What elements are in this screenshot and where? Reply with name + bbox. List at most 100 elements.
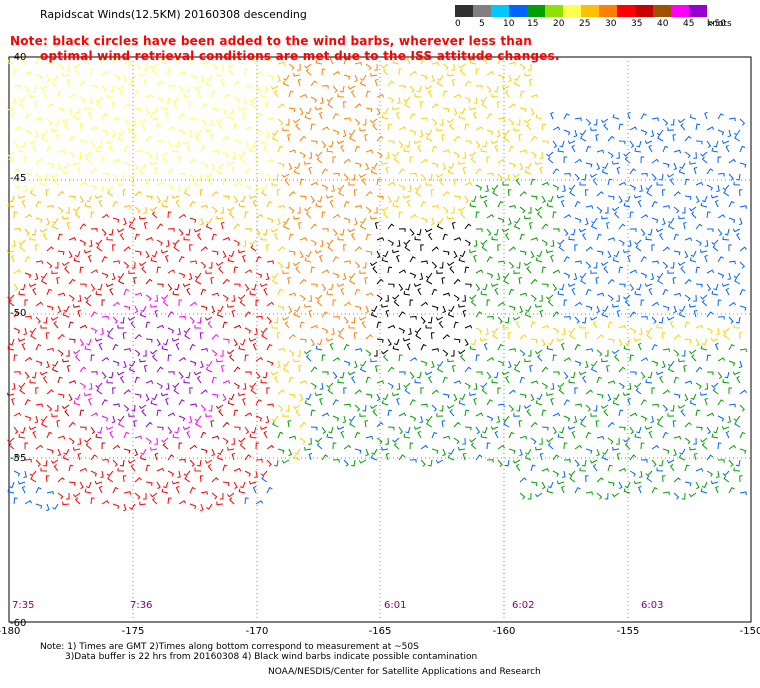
wind-barb xyxy=(57,250,65,255)
wind-barb xyxy=(470,442,477,450)
wind-barb xyxy=(662,261,669,269)
wind-barb xyxy=(101,442,106,450)
wind-barb xyxy=(627,397,631,406)
wind-barb xyxy=(57,149,66,153)
wind-barb xyxy=(255,70,264,76)
wind-barb xyxy=(684,481,692,487)
wind-barb xyxy=(9,338,15,346)
wind-barb xyxy=(728,117,736,122)
wind-barb xyxy=(79,239,86,246)
wind-barb xyxy=(242,254,246,263)
wind-barb xyxy=(321,85,329,89)
wind-barb xyxy=(673,349,680,357)
wind-barb xyxy=(717,214,726,219)
wind-barb xyxy=(354,360,358,369)
wind-barb xyxy=(101,371,107,379)
wind-barb xyxy=(398,140,404,148)
wind-barb xyxy=(98,199,103,208)
wind-barb xyxy=(519,206,526,214)
wind-barb xyxy=(662,145,669,153)
wind-barb xyxy=(468,106,477,111)
wind-barb xyxy=(497,360,505,366)
wind-barb xyxy=(629,211,634,219)
wind-barb xyxy=(552,228,560,232)
wind-barb xyxy=(220,63,224,71)
wind-barb xyxy=(24,228,30,236)
wind-barb xyxy=(447,215,455,220)
wind-barb xyxy=(739,145,746,153)
wind-barb xyxy=(101,299,106,307)
wind-barb xyxy=(593,404,598,412)
wind-barb xyxy=(79,96,86,103)
wind-barb xyxy=(41,129,48,136)
wind-barb xyxy=(73,63,81,69)
wind-barb xyxy=(574,459,580,467)
wind-barb xyxy=(475,283,481,292)
wind-barb xyxy=(272,278,279,285)
wind-barb xyxy=(150,349,158,355)
wind-barb xyxy=(252,56,257,65)
wind-barb xyxy=(618,324,627,329)
wind-barb xyxy=(667,270,675,274)
wind-barb xyxy=(218,409,224,417)
wind-barb xyxy=(315,59,323,65)
wind-barb xyxy=(361,321,367,329)
wind-barb xyxy=(167,126,176,131)
wind-barb xyxy=(238,59,246,65)
wind-barb xyxy=(200,103,208,109)
wind-barb xyxy=(655,228,664,233)
legend-color-bar xyxy=(455,5,760,17)
wind-barb xyxy=(475,85,483,89)
wind-barb xyxy=(515,321,521,329)
wind-barb xyxy=(56,133,60,142)
wind-barb xyxy=(738,217,743,226)
wind-barb xyxy=(112,74,120,80)
wind-barb xyxy=(299,321,305,329)
wind-barb xyxy=(385,452,390,461)
wind-barb xyxy=(629,184,636,191)
wind-barb xyxy=(679,305,686,312)
wind-barb xyxy=(426,135,433,142)
wind-barb xyxy=(651,200,658,208)
wind-barb xyxy=(645,379,653,384)
wind-barb xyxy=(519,305,524,314)
wind-barb xyxy=(53,178,59,186)
wind-barb xyxy=(237,249,246,254)
wind-barb xyxy=(244,68,249,76)
wind-barb xyxy=(262,85,268,93)
wind-barb xyxy=(185,228,191,236)
wind-barb xyxy=(57,333,65,340)
wind-barb xyxy=(475,68,480,76)
wind-barb xyxy=(46,261,53,269)
wind-barb xyxy=(546,151,554,157)
wind-barb xyxy=(561,470,566,478)
wind-barb xyxy=(68,393,73,402)
wind-barb xyxy=(596,477,604,483)
wind-barb xyxy=(662,348,670,352)
wind-barb xyxy=(571,430,576,439)
wind-barb xyxy=(35,117,43,121)
wind-barb xyxy=(453,237,462,241)
wind-barb xyxy=(470,156,477,164)
wind-barb xyxy=(695,223,703,230)
wind-barb xyxy=(211,376,217,384)
wind-barb xyxy=(473,397,477,406)
wind-barb xyxy=(371,448,378,455)
wind-barb xyxy=(343,459,349,467)
wind-barb xyxy=(339,371,345,379)
wind-barb xyxy=(220,221,225,230)
wind-barb xyxy=(211,107,219,112)
wind-barb xyxy=(662,404,669,412)
wind-barb xyxy=(66,206,70,214)
wind-barb xyxy=(505,375,510,384)
wind-barb xyxy=(574,387,578,395)
wind-barb xyxy=(160,106,169,111)
wind-barb xyxy=(29,184,37,191)
wind-barb xyxy=(475,228,483,232)
wind-barb xyxy=(394,195,400,203)
wind-barb xyxy=(469,294,477,300)
wind-barb xyxy=(359,413,367,417)
wind-barb xyxy=(263,287,268,296)
wind-barb xyxy=(95,239,103,246)
wind-barb xyxy=(436,366,444,373)
